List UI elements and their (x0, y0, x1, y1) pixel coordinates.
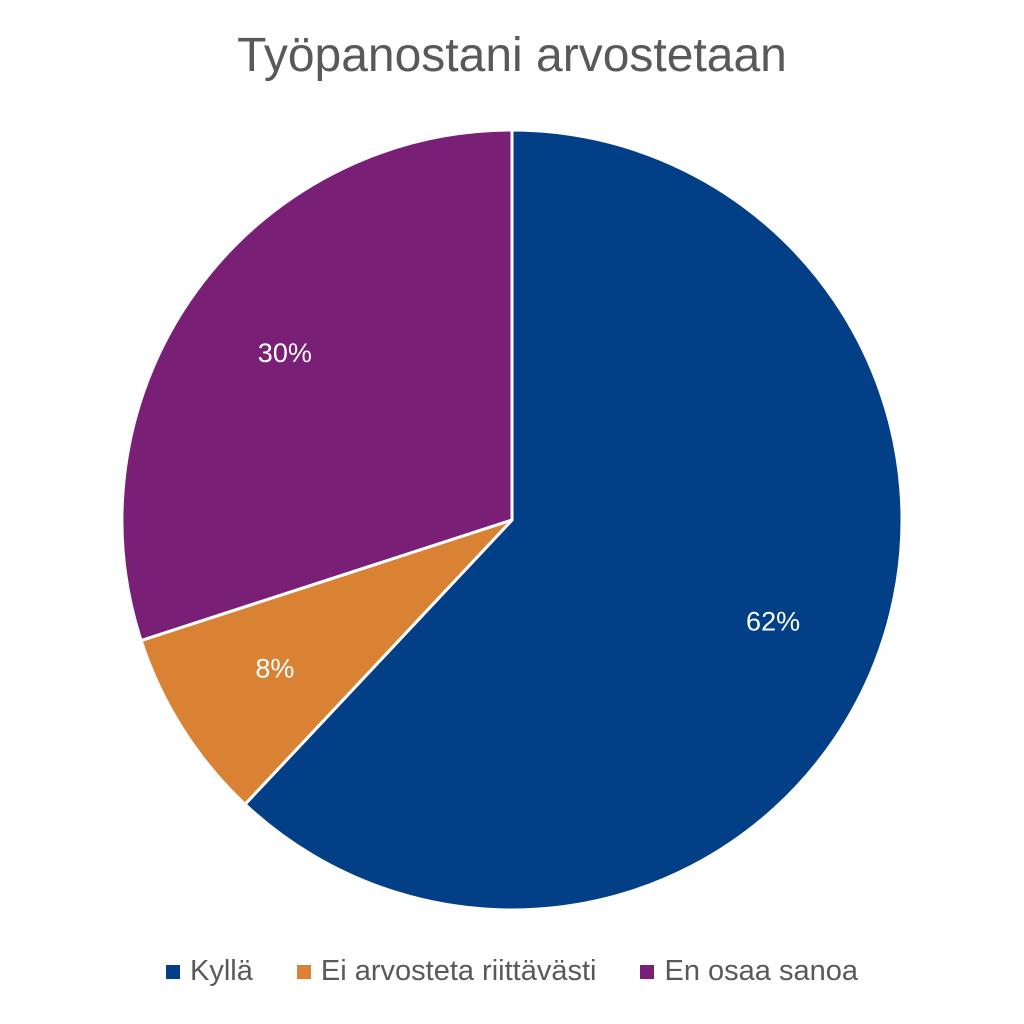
pie-slice-0 (243, 128, 904, 912)
legend-label-en-osaa: En osaa sanoa (664, 955, 858, 987)
legend-label-kylla: Kyllä (190, 955, 253, 987)
legend: Kyllä Ei arvosteta riittävästi En osaa s… (0, 955, 1024, 988)
pie-slice-1 (139, 518, 514, 806)
legend-swatch-kylla (166, 964, 181, 979)
legend-item-kylla: Kyllä (166, 955, 253, 988)
data-label-2: 30% (258, 338, 312, 368)
data-label-1: 8% (255, 654, 294, 684)
chart-title: Työpanostani arvostetaan (237, 29, 787, 82)
legend-swatch-en-osaa (640, 964, 655, 979)
legend-label-ei-arvosteta: Ei arvosteta riittävästi (320, 955, 597, 987)
legend-item-ei-arvosteta: Ei arvosteta riittävästi (296, 955, 597, 988)
pie-labels: 62% 8% 30% (255, 338, 800, 684)
data-label-0: 62% (746, 606, 800, 636)
legend-swatch-ei-arvosteta (296, 964, 311, 979)
legend-item-en-osaa: En osaa sanoa (640, 955, 858, 988)
pie-slices (120, 128, 904, 912)
pie-slice-2 (120, 128, 514, 643)
